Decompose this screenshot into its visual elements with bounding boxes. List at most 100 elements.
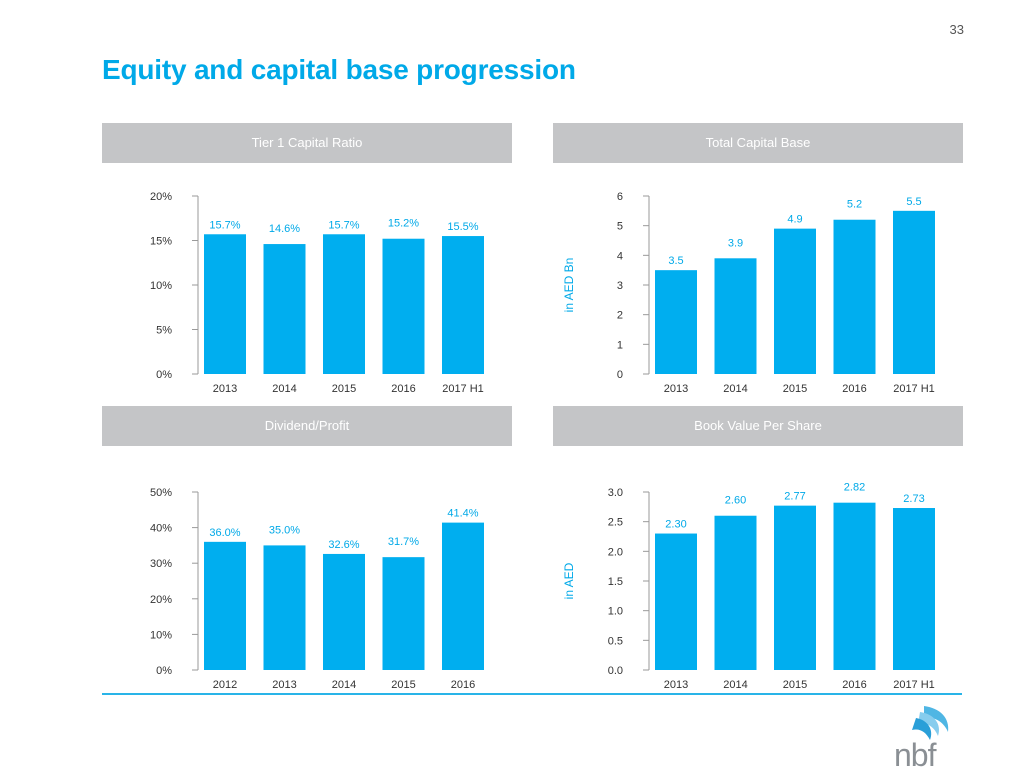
bar (714, 258, 757, 374)
bar (442, 522, 484, 670)
category-label: 2016 (391, 383, 415, 395)
category-label: 2014 (332, 679, 356, 691)
category-label: 2015 (783, 383, 807, 395)
category-label: 2014 (723, 383, 747, 395)
y-tick-label: 20% (150, 191, 172, 203)
category-label: 2016 (842, 679, 866, 691)
category-label: 2013 (664, 679, 688, 691)
data-label: 41.4% (447, 508, 478, 520)
page-number: 33 (949, 22, 964, 37)
page-title: Equity and capital base progression (102, 54, 576, 85)
category-label: 2013 (213, 383, 237, 395)
data-label: 15.7% (328, 219, 359, 231)
bar (323, 553, 365, 670)
data-label: 3.9 (728, 237, 743, 249)
bar (382, 238, 425, 374)
category-label: 2014 (272, 383, 296, 395)
y-tick-label: 0 (617, 369, 623, 381)
data-label: 3.5 (668, 255, 683, 267)
y-axis-title: in AED Bn (562, 258, 576, 313)
category-label: 2016 (451, 679, 475, 691)
data-label: 32.6% (328, 539, 359, 551)
bar (893, 508, 935, 670)
bar (833, 502, 876, 670)
data-label: 35.0% (269, 524, 300, 536)
data-label: 2.30 (665, 519, 686, 531)
dividend-profit-chart: 0% 10% 20% 30% 40% 50% 36.0% 2012 35.0% 2013 32.6%… (150, 487, 484, 691)
category-label: 2013 (272, 679, 296, 691)
bar (714, 515, 757, 670)
y-tick-label: 3.0 (608, 487, 623, 499)
y-tick-label: 40% (150, 523, 172, 535)
category-label: 2015 (783, 679, 807, 691)
book-value-per-share-chart: 0.0 0.5 1.0 1.5 2.0 2.5 3.0 2.30 2013 2.60 2014 2.7… (562, 482, 935, 691)
y-tick-label: 10% (150, 629, 172, 641)
y-axis-title: in AED (562, 562, 576, 599)
y-tick-label: 10% (150, 280, 172, 292)
bar (655, 533, 697, 670)
y-tick-label: 5 (617, 221, 623, 233)
data-label: 2.77 (784, 491, 805, 503)
data-label: 2.82 (844, 482, 865, 494)
y-tick-label: 0% (156, 369, 172, 381)
bar (204, 234, 246, 374)
bar (833, 219, 876, 374)
data-label: 5.5 (906, 196, 921, 208)
data-label: 36.0% (209, 527, 240, 539)
bar (323, 234, 365, 374)
category-label: 2015 (391, 679, 415, 691)
category-label: 2017 H1 (893, 383, 935, 395)
footer-divider (102, 693, 962, 695)
panel-header-capital-base: Total Capital Base (553, 123, 963, 163)
data-label: 15.7% (209, 219, 240, 231)
panel-header-dividend: Dividend/Profit (102, 406, 512, 446)
bar (774, 505, 816, 670)
panel-header-bvps: Book Value Per Share (553, 406, 963, 446)
total-capital-base-chart: 0 1 2 3 4 5 6 3.5 2013 3.9 2014 4.9 2015 5.2 2016 5.5 20… (562, 191, 935, 395)
nbf-logo: nbf (894, 706, 949, 770)
bar (263, 244, 306, 374)
y-tick-label: 2 (617, 310, 623, 322)
category-label: 2016 (842, 383, 866, 395)
y-tick-label: 2.5 (608, 517, 623, 529)
y-tick-label: 0.0 (608, 665, 623, 677)
data-label: 14.6% (269, 223, 300, 235)
data-label: 2.60 (725, 495, 746, 507)
category-label: 2015 (332, 383, 356, 395)
category-label: 2014 (723, 679, 747, 691)
category-label: 2012 (213, 679, 237, 691)
bar (442, 236, 484, 374)
y-tick-label: 5% (156, 325, 172, 337)
category-label: 2017 H1 (442, 383, 484, 395)
y-tick-label: 1 (617, 339, 623, 351)
bar (204, 541, 246, 670)
nbf-logo-wordmark: nbf (894, 737, 937, 770)
category-label: 2013 (664, 383, 688, 395)
bar (774, 228, 816, 374)
y-tick-label: 2.0 (608, 546, 623, 558)
data-label: 5.2 (847, 199, 862, 211)
category-label: 2017 H1 (893, 679, 935, 691)
y-tick-label: 0.5 (608, 635, 623, 647)
y-tick-label: 50% (150, 487, 172, 499)
y-tick-label: 30% (150, 558, 172, 570)
bar (655, 270, 697, 374)
bar (263, 545, 306, 670)
tier1-capital-ratio-chart: 0% 5% 10% 15% 20% 15.7% 2013 14.6% 2014 15.7% 2015… (150, 191, 484, 395)
y-tick-label: 15% (150, 236, 172, 248)
y-tick-label: 1.5 (608, 576, 623, 588)
bar (893, 210, 935, 374)
data-label: 4.9 (787, 214, 802, 226)
data-label: 15.5% (447, 221, 478, 233)
y-tick-label: 20% (150, 594, 172, 606)
y-tick-label: 4 (617, 250, 623, 262)
bar (382, 557, 425, 670)
data-label: 15.2% (388, 218, 419, 230)
data-label: 31.7% (388, 536, 419, 548)
nbf-logo-swoosh-icon (912, 706, 949, 740)
panel-header-tier1: Tier 1 Capital Ratio (102, 123, 512, 163)
y-tick-label: 0% (156, 665, 172, 677)
data-label: 2.73 (903, 493, 924, 505)
y-tick-label: 3 (617, 280, 623, 292)
y-tick-label: 6 (617, 191, 623, 203)
